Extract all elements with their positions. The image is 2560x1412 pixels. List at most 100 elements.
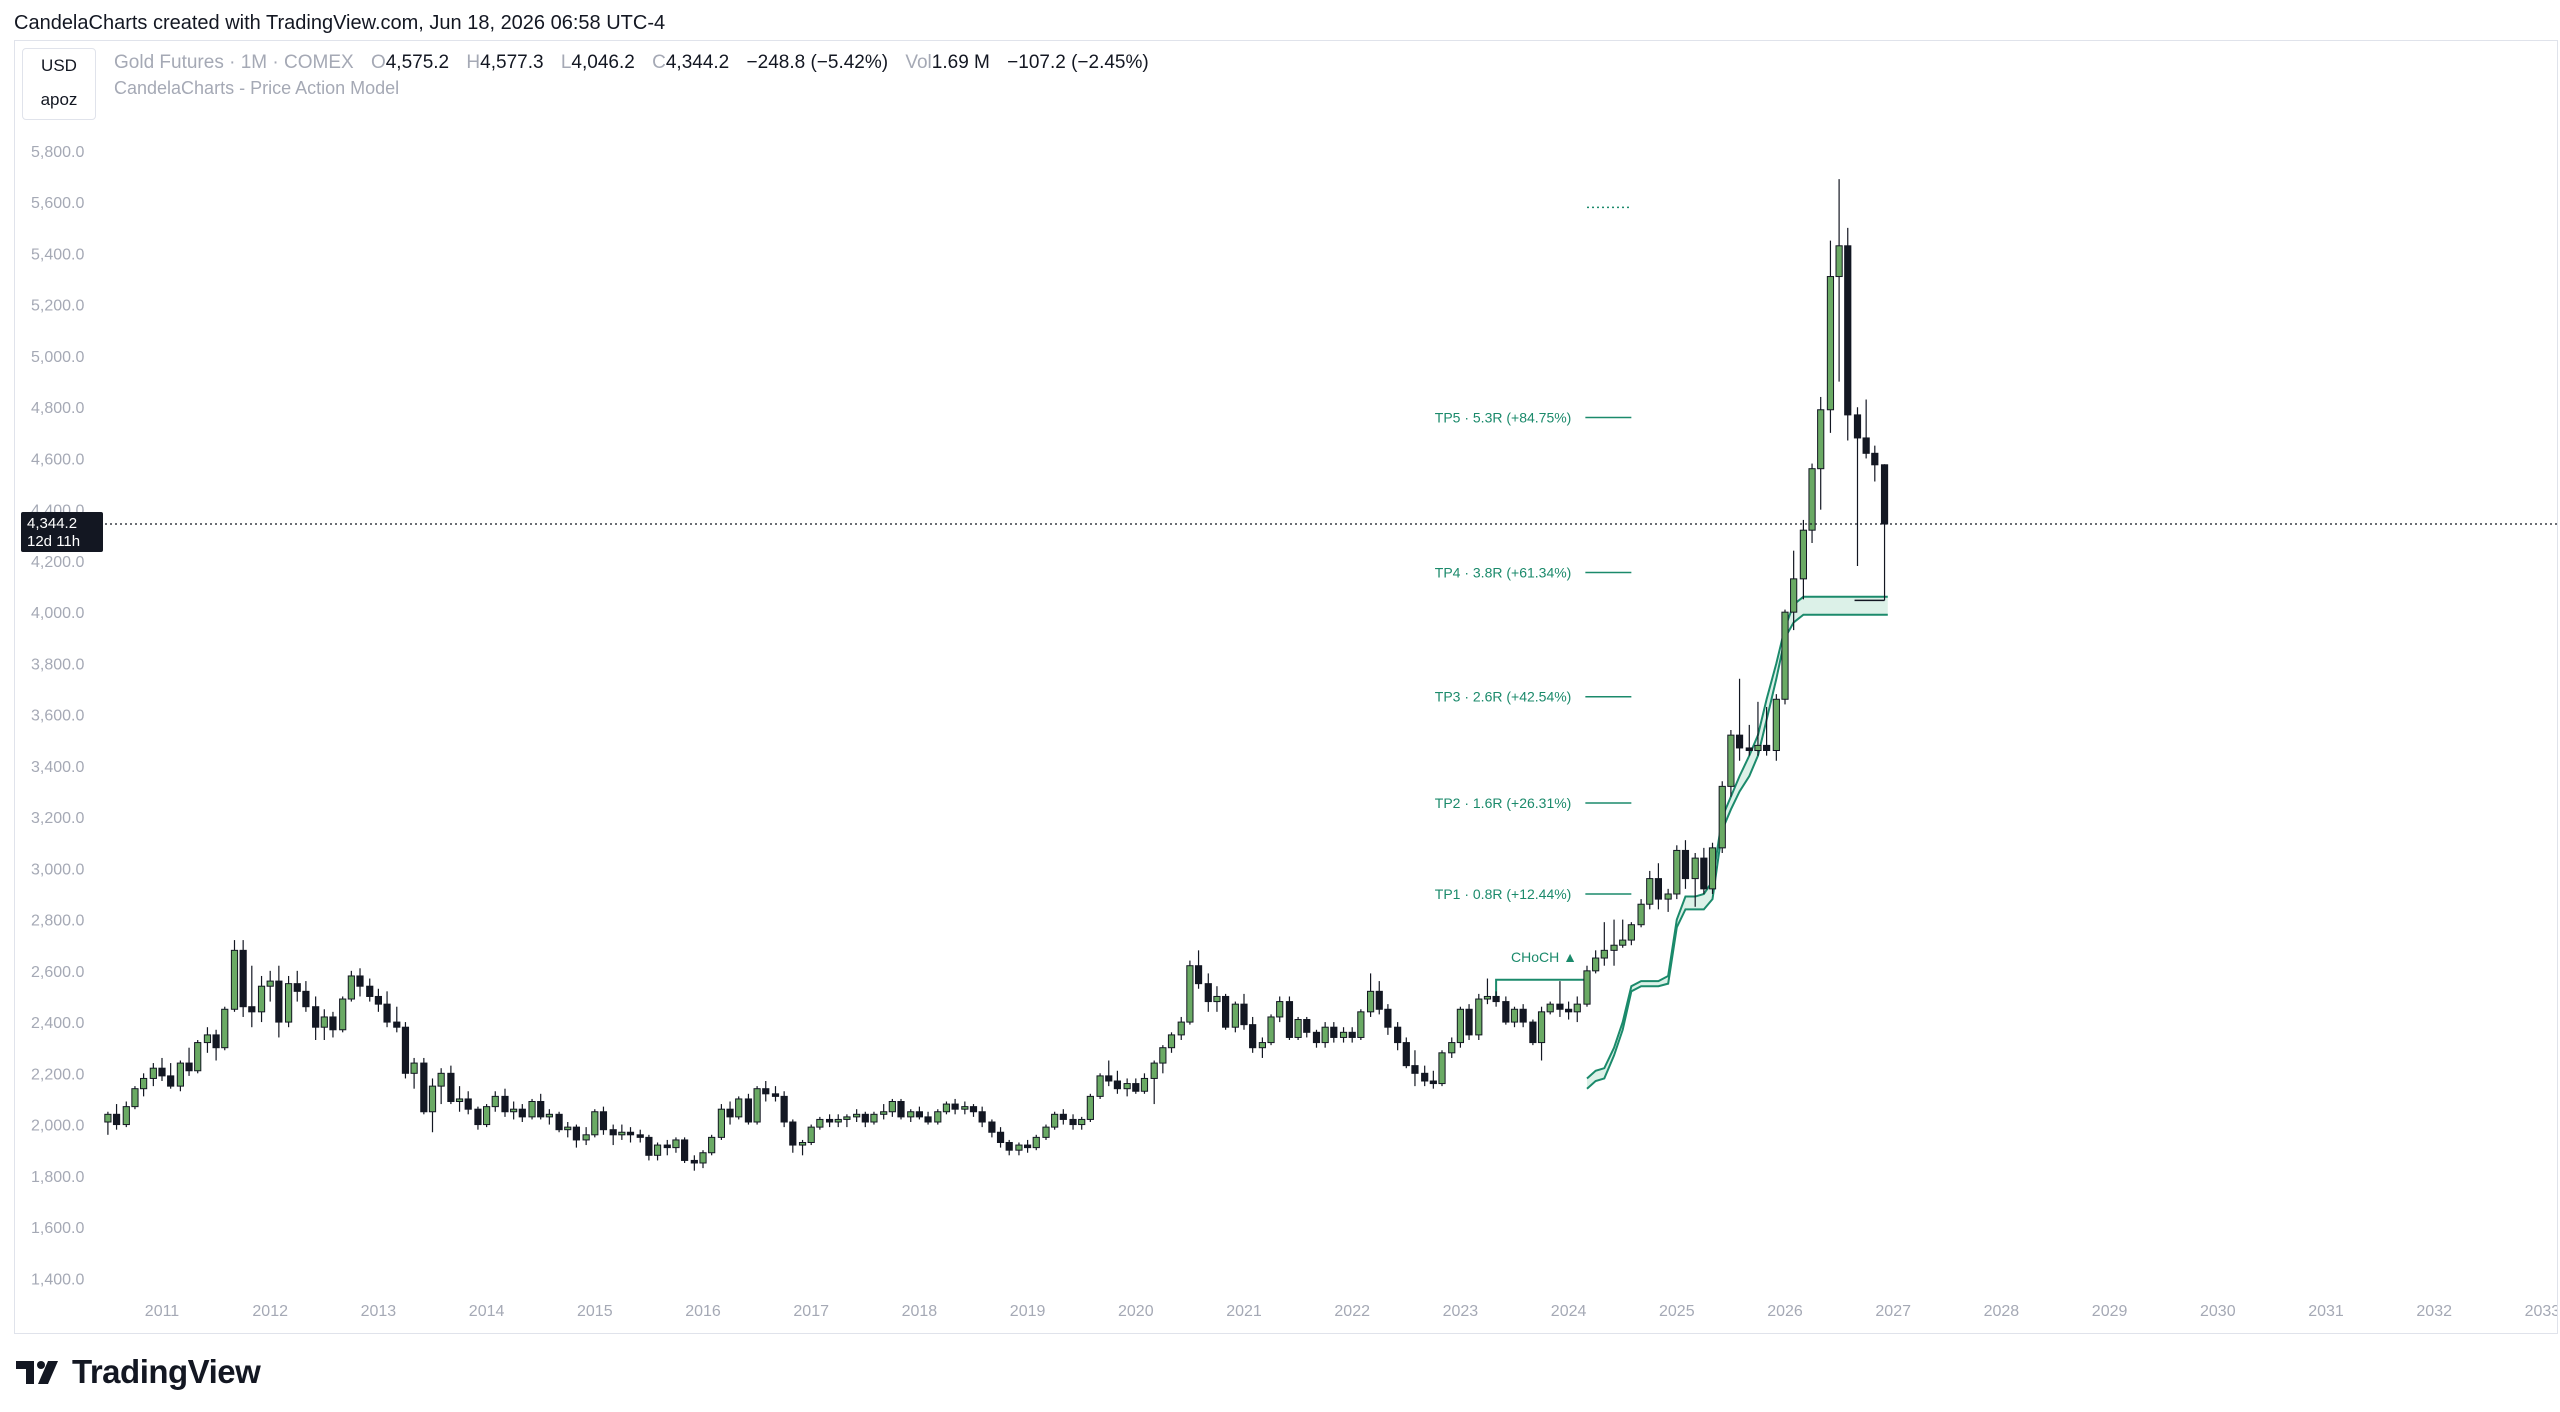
target-label: TP2 · 1.6R (+26.31%) — [1435, 795, 1572, 811]
candle-body — [1321, 1026, 1329, 1044]
candle-body — [870, 1113, 878, 1123]
candle-body — [1015, 1144, 1023, 1151]
chart-frame[interactable]: 1,400.0 1,600.0 1,800.0 2,000.0 2,200.0 2,400… — [14, 40, 2558, 1334]
candle — [1078, 1116, 1086, 1130]
candle-body — [1475, 998, 1483, 1036]
candle — [1059, 1109, 1067, 1125]
candle — [1249, 1016, 1257, 1053]
candle-body — [266, 980, 274, 987]
candle-body — [1159, 1047, 1167, 1064]
candle — [762, 1081, 770, 1102]
indicator-band — [1586, 595, 1888, 1090]
symbol-title[interactable]: Gold Futures · 1M · COMEX — [114, 52, 354, 73]
price-axis: 1,400.0 1,600.0 1,800.0 2,000.0 2,200.0 2,400… — [31, 144, 84, 1288]
candle — [1619, 919, 1627, 948]
candle — [1086, 1093, 1094, 1122]
x-tick-label: 2024 — [1551, 1303, 1587, 1320]
candle-body — [140, 1077, 148, 1090]
candle-body — [1565, 1008, 1573, 1013]
candle-body — [1817, 409, 1825, 470]
candle — [1384, 1004, 1392, 1035]
candle-body — [510, 1108, 518, 1113]
candle-body — [915, 1111, 923, 1118]
candle — [104, 1111, 112, 1135]
band-fill — [1586, 596, 1888, 1089]
candle-body — [248, 1006, 256, 1013]
symbol-button[interactable]: apoz — [40, 90, 78, 109]
candle — [555, 1111, 563, 1133]
x-tick-label: 2027 — [1875, 1303, 1911, 1320]
candle-body — [537, 1101, 545, 1118]
candle-body — [1042, 1126, 1050, 1138]
tradingview-logo[interactable]: TradingView — [16, 1352, 261, 1392]
candle-body — [1519, 1008, 1527, 1023]
candle — [1880, 464, 1889, 601]
candle — [537, 1093, 545, 1120]
candle-body — [203, 1034, 212, 1044]
candle — [339, 996, 347, 1033]
candle — [518, 1104, 526, 1122]
candle-body — [1735, 734, 1744, 749]
candle-body — [1556, 1003, 1564, 1010]
y-tick-label: 2,200.0 — [31, 1066, 84, 1083]
price-chart[interactable]: 1,400.0 1,600.0 1,800.0 2,000.0 2,200.0 2,400… — [15, 41, 2557, 1333]
candle — [428, 1078, 437, 1133]
candle — [275, 965, 283, 1038]
candle-body — [366, 985, 374, 997]
candle-body — [1708, 847, 1717, 890]
candle — [401, 1022, 410, 1079]
candle — [393, 1006, 401, 1033]
candle-body — [1421, 1072, 1429, 1082]
candle — [329, 1011, 337, 1038]
candle-body — [545, 1113, 553, 1118]
open-value: 4,575.2 — [385, 52, 450, 73]
candle — [1140, 1073, 1149, 1094]
indicator-title[interactable]: CandelaCharts - Price Action Model — [114, 78, 400, 98]
candle — [1754, 701, 1762, 756]
candle-body — [383, 1003, 391, 1023]
candle-body — [1583, 970, 1591, 1005]
ohlc-legend: Gold Futures · 1M · COMEX O4,575.2 H4,57… — [114, 52, 1149, 74]
candle — [1537, 1006, 1546, 1061]
candle — [834, 1114, 842, 1128]
candle-body — [1745, 747, 1753, 752]
candle — [843, 1114, 851, 1128]
candle-body — [131, 1088, 139, 1108]
candle-body — [609, 1129, 617, 1136]
candle — [1159, 1045, 1167, 1074]
close-value: 4,344.2 — [665, 52, 730, 73]
candle-body — [924, 1116, 932, 1123]
candle — [1610, 919, 1618, 966]
candle-body — [501, 1095, 509, 1113]
candle-body — [636, 1134, 644, 1138]
candle — [491, 1091, 499, 1112]
x-tick-label: 2032 — [2416, 1303, 2452, 1320]
candle — [969, 1104, 978, 1117]
candle — [1402, 1037, 1410, 1069]
candle-body — [212, 1034, 220, 1049]
currency-button[interactable]: USD — [41, 56, 77, 75]
y-tick-label: 4,600.0 — [31, 451, 84, 468]
candle — [1600, 922, 1608, 966]
candle — [1565, 1001, 1573, 1020]
x-tick-label: 2015 — [577, 1303, 613, 1320]
candle — [1312, 1029, 1321, 1048]
candle — [1294, 1016, 1302, 1041]
candle-body — [1537, 1011, 1546, 1044]
candle — [1519, 1004, 1527, 1028]
candle — [1510, 1006, 1519, 1028]
candle — [1448, 1037, 1456, 1058]
candle-body — [1853, 414, 1862, 439]
y-tick-label: 4,200.0 — [31, 554, 84, 571]
candle — [1339, 1027, 1348, 1043]
candle-body — [122, 1106, 130, 1126]
candle — [203, 1027, 212, 1053]
candle — [853, 1109, 861, 1122]
candle — [672, 1137, 680, 1153]
y-tick-label: 3,200.0 — [31, 810, 84, 827]
candle-body — [717, 1108, 725, 1138]
candle-body — [789, 1121, 797, 1146]
candle — [347, 970, 355, 1002]
y-tick-label: 5,000.0 — [31, 349, 84, 366]
candle — [176, 1060, 184, 1092]
